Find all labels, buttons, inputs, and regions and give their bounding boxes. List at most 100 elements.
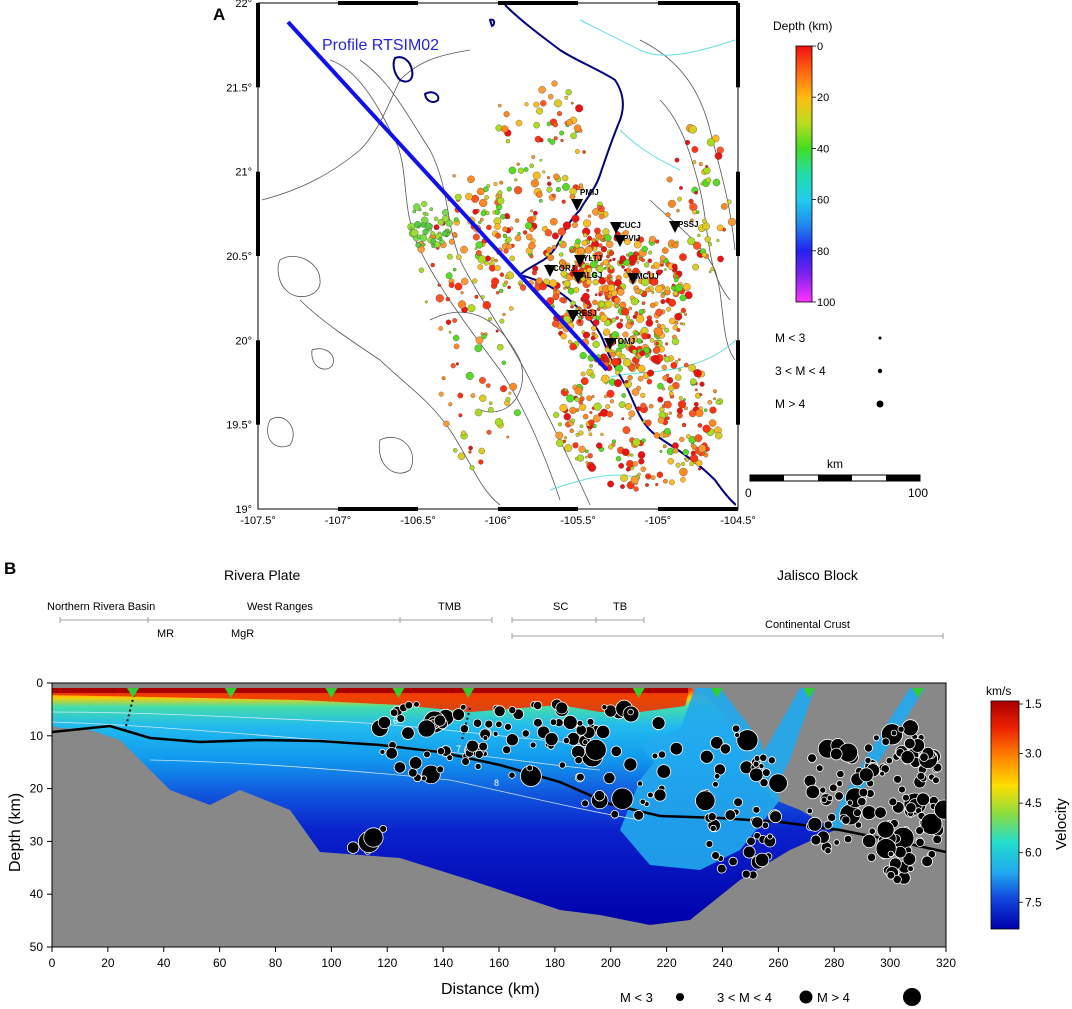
svg-text:ALGJ: ALGJ <box>581 271 602 280</box>
station-mcuj: MCUJ <box>627 272 659 285</box>
station-yltj: YLTJ <box>574 254 602 267</box>
bathymetry-contours <box>261 39 736 506</box>
svg-text:OBS16: OBS16 <box>637 657 671 683</box>
depth-tick-label: 20 <box>817 92 829 104</box>
velocity-colorbar <box>990 700 1020 930</box>
station-resj: RESJ <box>803 660 835 698</box>
epicenters <box>407 80 736 492</box>
section-axes: 0 20 40 60 80 100 120 140 160 180 200 220 240 260 280 3… <box>30 676 957 970</box>
unit-mr: MR <box>157 628 174 640</box>
depth-legend: Depth (km) 0 20 40 60 80 100 <box>773 19 835 309</box>
velocity-tick-label: 6.0 <box>1025 846 1042 860</box>
scale-bar: km 0 100 <box>745 457 928 500</box>
x-tick-label: 120 <box>377 956 397 970</box>
depth-tick-label: 0 <box>817 41 823 53</box>
contour-label-8: 8 <box>494 778 499 788</box>
svg-text:TOMJ: TOMJ <box>613 337 635 346</box>
lon-tick-label: -104.5° <box>720 515 756 527</box>
mag-legend-a-label: M > 4 <box>775 397 806 411</box>
mag-legend-b-symbol <box>903 988 921 1006</box>
unit-continental-crust: Continental Crust <box>765 619 850 631</box>
station-corj: CORJ <box>544 264 575 277</box>
velocity-tick-label: 1.5 <box>1025 697 1042 711</box>
svg-text:C04: C04 <box>916 664 938 683</box>
station-obs05: OBS05 <box>224 657 263 698</box>
svg-text:OBS06: OBS06 <box>329 657 363 683</box>
seismic-stations: PMIJ CUCJ PSSJ PVIJ CORJ YLTJ ALGJ MCUJ RESJ TOMJ <box>544 188 698 350</box>
x-tick-label: 40 <box>157 956 171 970</box>
contour-labels: 6 7 8 <box>393 716 499 788</box>
depth-tick-label: 60 <box>817 195 829 207</box>
velocity-legend-ticks: 1.5 3.0 4.5 6.0 7.5 <box>1019 697 1042 909</box>
svg-text:MCUJ: MCUJ <box>636 272 659 281</box>
map-tick-labels: -107.5° -107° -106.5° -106° -105.5° -105° -104… <box>226 0 756 527</box>
lat-tick-label: 19.5° <box>226 420 252 432</box>
y-tick-label: 20 <box>30 782 44 796</box>
tectonic-units: Northern Rivera Basin West Ranges TMB SC… <box>47 601 944 640</box>
profile-line <box>286 20 609 372</box>
lon-tick-label: -106.5° <box>400 515 436 527</box>
station-obs11: OBS11 <box>462 657 499 698</box>
y-tick-label: 0 <box>36 676 43 690</box>
x-tick-label: 280 <box>824 956 844 970</box>
sediment-layer <box>52 688 690 712</box>
x-tick-label: 300 <box>880 956 900 970</box>
depth-colorbar <box>795 45 813 303</box>
mag-legend-a-label: M < 3 <box>775 331 806 345</box>
unit-sc: SC <box>553 601 568 613</box>
x-tick-label: 0 <box>49 956 56 970</box>
x-tick-label: 260 <box>768 956 788 970</box>
unit-mgr: MgR <box>231 628 254 640</box>
panel-b: B Rivera Plate Jalisco Block Northern Ri… <box>4 559 1070 1006</box>
depth-legend-ticks: 0 20 40 60 80 100 <box>812 41 835 309</box>
svg-text:PSSJ: PSSJ <box>678 220 698 229</box>
lat-tick-label: 19° <box>235 504 252 516</box>
x-tick-label: 240 <box>712 956 732 970</box>
svg-text:PVIJ: PVIJ <box>623 234 640 243</box>
svg-text:OBS11: OBS11 <box>466 657 499 682</box>
mag-legend-b-label: M < 3 <box>620 990 653 1005</box>
velocity-legend-unit: km/s <box>986 684 1011 698</box>
svg-text:YLTJ: YLTJ <box>583 254 602 263</box>
station-pmij: PMIJ <box>571 188 599 211</box>
depth-legend-title: Depth (km) <box>773 19 832 33</box>
mag-legend-a-symbol <box>876 400 884 408</box>
station-pvij: PVIJ <box>614 234 640 247</box>
station-resj: RESJ <box>567 309 597 322</box>
unit-tb: TB <box>613 601 627 613</box>
magnitude-legend-a: M < 3 3 < M < 4 M > 4 <box>775 331 884 411</box>
lat-tick-label: 20° <box>235 335 252 347</box>
contour-label-6: 6 <box>393 716 398 726</box>
x-tick-label: 160 <box>489 956 509 970</box>
lat-tick-label: 20.5° <box>226 251 252 263</box>
svg-text:OBS05: OBS05 <box>229 657 263 683</box>
hypocenters <box>346 698 946 885</box>
x-tick-label: 100 <box>321 956 341 970</box>
map-border-ticks <box>256 1 740 511</box>
velocity-tick-label: 4.5 <box>1025 796 1042 810</box>
mag-legend-b-symbol <box>799 990 813 1004</box>
mag-legend-b-symbol <box>676 993 684 1001</box>
contour-label-7: 7 <box>456 744 461 754</box>
station-cucj: CUCJ <box>610 221 641 234</box>
x-tick-label: 200 <box>601 956 621 970</box>
unit-tmb: TMB <box>438 601 461 613</box>
mag-legend-b-label: M > 4 <box>817 990 850 1005</box>
x-tick-label: 60 <box>213 956 227 970</box>
y-tick-label: 30 <box>30 834 44 848</box>
svg-text:CORJ: CORJ <box>553 264 575 273</box>
map-content: Profile RTSIM02 PMIJ CUCJ PSSJ PVIJ CORJ YLTJ… <box>261 5 736 506</box>
svg-text:OBS09: OBS09 <box>396 657 430 683</box>
x-tick-label: 20 <box>101 956 115 970</box>
svg-text:CORJ: CORJ <box>715 659 744 682</box>
station-corj: CORJ <box>710 659 744 698</box>
svg-text:RESJ: RESJ <box>807 660 835 682</box>
unit-northern-rivera-basin: Northern Rivera Basin <box>47 601 155 613</box>
x-axis-label: Distance (km) <box>441 981 540 998</box>
station-obs06: OBS06 <box>325 657 363 698</box>
lon-tick-label: -106° <box>485 515 511 527</box>
station-pssj: PSSJ <box>669 220 698 233</box>
velocity-legend-title: Velocity <box>1053 798 1070 850</box>
unit-west-ranges: West Ranges <box>247 601 313 613</box>
svg-text:RESJ: RESJ <box>576 309 597 318</box>
